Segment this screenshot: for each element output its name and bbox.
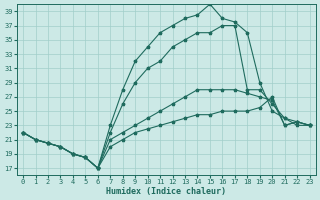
X-axis label: Humidex (Indice chaleur): Humidex (Indice chaleur) xyxy=(106,187,226,196)
